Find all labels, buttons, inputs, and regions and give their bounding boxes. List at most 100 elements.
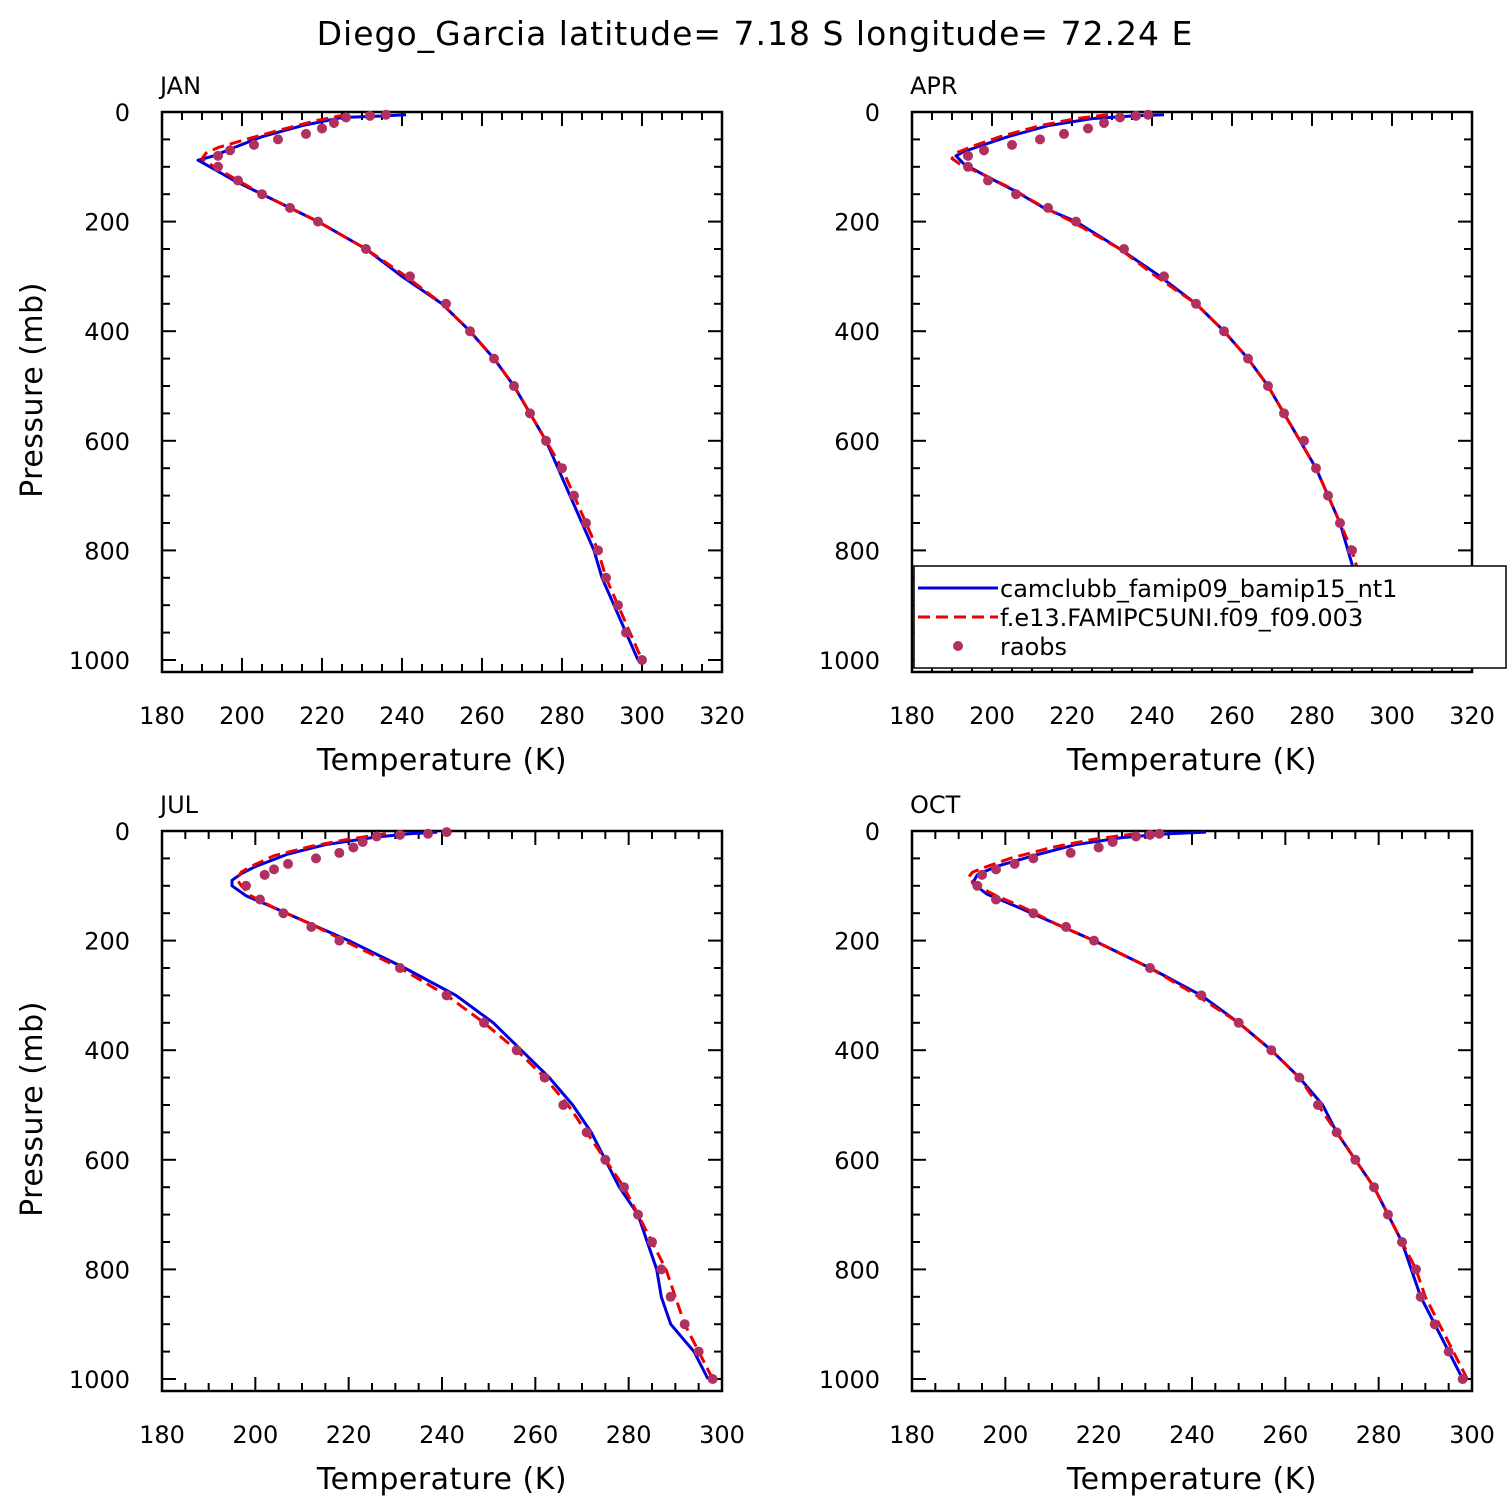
y-axis-label: Pressure (mb) [15, 282, 50, 498]
obs-point [489, 353, 499, 364]
obs-point [1443, 1346, 1454, 1357]
x-tick-label: 180 [889, 1421, 935, 1449]
y-tick-label: 0 [115, 818, 130, 846]
obs-point [1323, 490, 1333, 501]
x-tick-label: 200 [969, 702, 1015, 730]
obs-point [693, 1346, 704, 1357]
obs-point [679, 1319, 690, 1330]
obs-point [601, 572, 611, 583]
legend-label: raobs [1000, 633, 1067, 661]
obs-point [311, 853, 321, 864]
y-tick-label: 600 [834, 1147, 880, 1175]
obs-point [1263, 381, 1273, 391]
obs-point [381, 109, 391, 120]
obs-point [539, 1072, 550, 1083]
x-tick-label: 200 [982, 1421, 1028, 1449]
legend-box [913, 565, 1507, 669]
plot-frame [910, 829, 1474, 1393]
series-line-model2 [950, 113, 1402, 661]
obs-point [972, 880, 983, 891]
obs-point [1115, 112, 1125, 123]
series-line-model2 [966, 832, 1469, 1380]
obs-point [1411, 1264, 1421, 1275]
obs-point [1191, 298, 1201, 309]
y-tick-label: 1000 [819, 1366, 880, 1394]
obs-point [465, 326, 475, 337]
y-tick-label: 200 [84, 209, 130, 237]
obs-point [306, 921, 317, 932]
x-tick-label: 240 [379, 702, 425, 730]
obs-point [329, 117, 339, 128]
obs-point [301, 128, 311, 139]
obs-point [249, 139, 259, 150]
obs-point [441, 827, 452, 838]
obs-point [357, 836, 368, 847]
figure-title: Diego_Garcia latitude= 7.18 S longitude=… [317, 14, 1194, 53]
x-tick-label: 240 [1169, 1421, 1215, 1449]
obs-point [1311, 463, 1321, 474]
obs-point [441, 990, 452, 1001]
y-tick-label: 400 [834, 1037, 880, 1065]
y-tick-label: 800 [84, 537, 130, 565]
y-tick-label: 200 [834, 209, 880, 237]
x-tick-label: 240 [419, 1421, 465, 1449]
obs-point [1159, 271, 1169, 282]
obs-point [334, 935, 345, 946]
x-tick-label: 200 [219, 702, 265, 730]
x-tick-label: 220 [299, 702, 345, 730]
x-tick-label: 280 [1356, 1421, 1402, 1449]
obs-point [1059, 128, 1069, 139]
obs-point [1294, 1072, 1305, 1083]
obs-point [1119, 244, 1129, 254]
obs-point [1279, 408, 1289, 419]
x-tick-label: 180 [889, 702, 935, 730]
x-tick-label: 300 [699, 1421, 745, 1449]
obs-point [991, 894, 1001, 905]
x-tick-label: 180 [139, 1421, 185, 1449]
plot-frame [160, 110, 724, 674]
obs-point [317, 123, 327, 134]
obs-point [1007, 139, 1017, 150]
panel-apr: 180 200 220 240 260 280 300 320 0 200 400 600 800 100… [819, 72, 1507, 778]
obs-point [395, 829, 405, 840]
obs-point [963, 161, 973, 172]
obs-point [283, 858, 293, 869]
obs-point [1131, 831, 1141, 842]
y-tick-label: 0 [865, 818, 880, 846]
obs-point [1383, 1209, 1393, 1220]
obs-point [1369, 1182, 1379, 1193]
obs-point [1335, 518, 1345, 528]
panel-label: OCT [910, 791, 961, 819]
obs-point [1089, 935, 1099, 946]
x-tick-label: 280 [606, 1421, 652, 1449]
obs-point [1196, 990, 1207, 1001]
panel-jul: 180 200 220 240 260 280 300 0 200 400 600 800 1000 JU… [15, 791, 745, 1497]
obs-point [1011, 189, 1021, 200]
obs-point [1429, 1319, 1440, 1330]
obs-point [581, 518, 591, 528]
obs-point [255, 894, 265, 905]
obs-point [1350, 1154, 1361, 1165]
x-tick-label: 260 [1262, 1421, 1308, 1449]
obs-point [656, 1264, 667, 1275]
obs-point [637, 655, 647, 665]
y-tick-label: 200 [84, 928, 130, 956]
obs-point [1243, 353, 1253, 364]
x-tick-label: 260 [512, 1421, 558, 1449]
obs-point [525, 408, 535, 419]
obs-point [581, 1127, 592, 1138]
obs-point [1083, 123, 1093, 134]
series-line-model1 [196, 113, 640, 661]
y-tick-label: 600 [84, 428, 130, 456]
obs-point [348, 842, 359, 853]
panel-oct: 180 200 220 240 260 280 300 0 200 400 600 800 1000 OC… [819, 791, 1495, 1497]
obs-point [593, 545, 603, 556]
obs-point [285, 202, 295, 213]
obs-point [991, 864, 1001, 875]
obs-point [1266, 1045, 1277, 1056]
legend-marker [953, 641, 963, 651]
obs-point [569, 490, 579, 501]
obs-point [1145, 829, 1155, 840]
obs-point [1397, 1237, 1407, 1247]
x-tick-label: 300 [1449, 1421, 1495, 1449]
